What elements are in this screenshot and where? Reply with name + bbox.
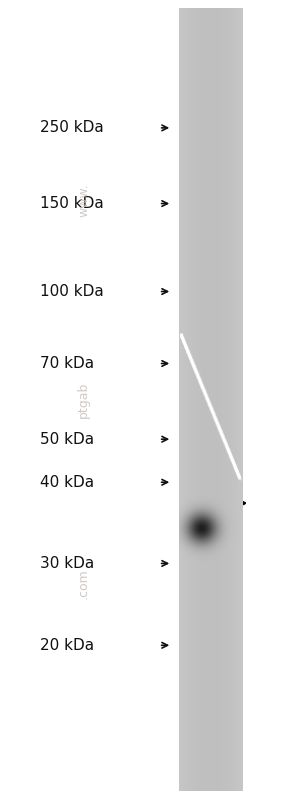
Text: .com: .com <box>77 568 90 598</box>
Text: 30 kDa: 30 kDa <box>40 556 95 571</box>
Text: 70 kDa: 70 kDa <box>40 356 94 371</box>
Text: 50 kDa: 50 kDa <box>40 431 94 447</box>
Text: 250 kDa: 250 kDa <box>40 121 104 135</box>
Text: 40 kDa: 40 kDa <box>40 475 94 490</box>
Text: 20 kDa: 20 kDa <box>40 638 94 653</box>
Text: www.: www. <box>77 183 90 217</box>
Text: 100 kDa: 100 kDa <box>40 284 104 299</box>
Text: 150 kDa: 150 kDa <box>40 196 104 211</box>
Text: ptgab: ptgab <box>77 381 90 418</box>
